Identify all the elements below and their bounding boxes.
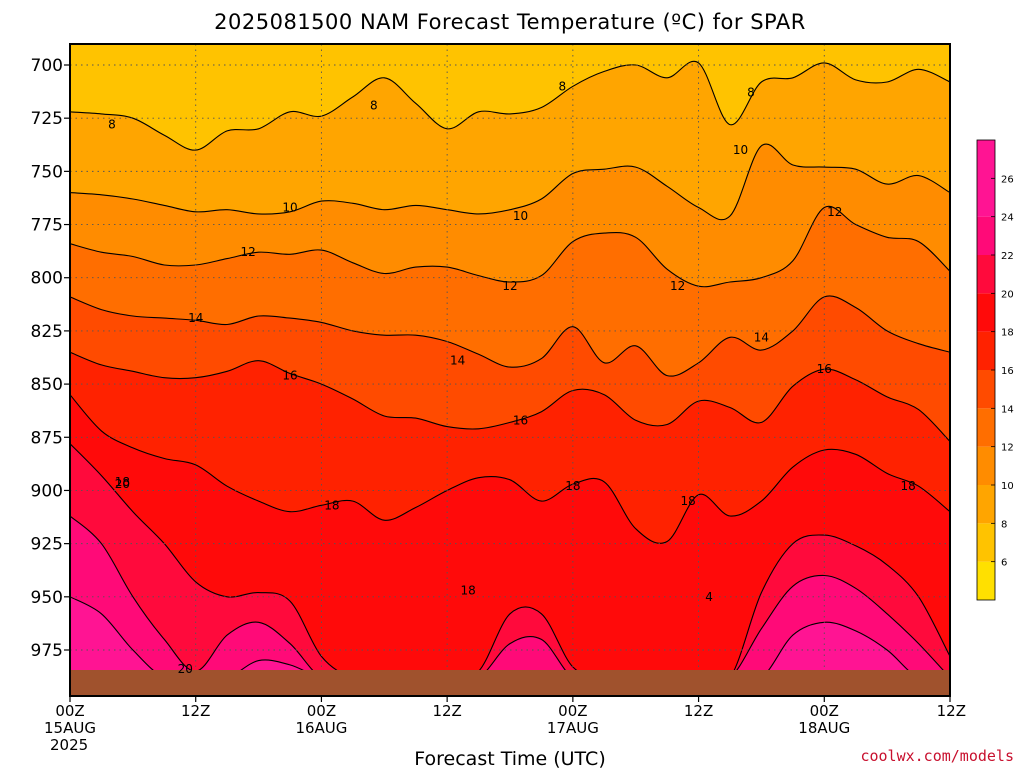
- y-tick-label: 750: [31, 162, 63, 182]
- contour-label: 12: [240, 245, 255, 259]
- contour-label: 14: [188, 311, 203, 325]
- x-tick-label: 00Z: [810, 702, 839, 720]
- contour-label: 4: [705, 590, 713, 604]
- x-tick-label: 15AUG: [44, 719, 96, 737]
- contour-label: 20: [115, 477, 130, 491]
- chart-title: 2025081500 NAM Forecast Temperature (ºC)…: [214, 10, 806, 34]
- isotherm-14: [70, 295, 950, 377]
- colorbar-swatch: [977, 446, 995, 485]
- contour-label: 12: [670, 279, 685, 293]
- colorbar-tick-label: 16: [1001, 366, 1014, 377]
- y-tick-label: 775: [31, 216, 63, 236]
- contour-label: 18: [324, 498, 339, 512]
- contour-label: 14: [754, 330, 769, 344]
- y-tick-label: 850: [31, 375, 63, 395]
- y-tick-label: 725: [31, 109, 63, 129]
- isotherm-18: [70, 394, 950, 544]
- colorbar-swatch: [977, 408, 995, 447]
- plot-frame: [69, 43, 951, 697]
- y-tick-label: 700: [31, 56, 63, 76]
- x-tick-label: 12Z: [432, 702, 461, 720]
- colorbar-swatch: [977, 255, 995, 294]
- y-tick-label: 900: [31, 481, 63, 501]
- colorbar-tick-label: 26: [1001, 174, 1014, 185]
- contour-label: 8: [559, 79, 567, 93]
- contour-label: 18: [565, 479, 580, 493]
- colorbar-tick-label: 20: [1001, 289, 1014, 300]
- x-tick-label: 2025: [50, 736, 88, 754]
- x-tick-label: 00Z: [558, 702, 587, 720]
- pressure-axis: 700 725 750 775 800 825 850 875 900 925 950 975: [31, 56, 70, 661]
- colorbar-swatch: [977, 485, 995, 524]
- isotherm-22: [70, 515, 950, 682]
- x-axis-label: Forecast Time (UTC): [414, 748, 605, 768]
- colorbar-swatch: [977, 561, 995, 600]
- y-tick-label: 975: [31, 641, 63, 661]
- colorbar-swatch: [977, 216, 995, 255]
- isotherm-12: [70, 205, 950, 288]
- colorbar-swatch: [977, 523, 995, 562]
- x-tick-label: 18AUG: [798, 719, 850, 737]
- contour-label: 14: [450, 354, 465, 368]
- colorbar: 6 8 10 12 14 16 18 20 22 24 26: [976, 139, 1014, 601]
- x-tick-label: 16AUG: [295, 719, 347, 737]
- contour-label: 10: [733, 143, 748, 157]
- colorbar-tick-label: 12: [1001, 443, 1014, 454]
- colorbar-swatch: [977, 140, 995, 217]
- band-above-20: [70, 443, 950, 696]
- contour-label: 16: [282, 369, 297, 383]
- contour-label: 16: [513, 413, 528, 427]
- isotherm-8: [70, 60, 950, 151]
- contour-label: 16: [817, 362, 832, 376]
- ground-surface: [70, 670, 950, 696]
- x-tick-label: 12Z: [181, 702, 210, 720]
- contour-label: 18: [460, 583, 475, 597]
- isotherm-16: [70, 351, 950, 442]
- x-tick-label: 00Z: [55, 702, 84, 720]
- colorbar-swatch: [977, 331, 995, 370]
- contour-label: 8: [108, 118, 116, 132]
- x-tick-label: 12Z: [937, 702, 966, 720]
- contour-label: 20: [178, 662, 193, 676]
- contour-label: 10: [513, 209, 528, 223]
- colorbar-tick-label: 8: [1001, 519, 1007, 530]
- colorbar-swatch: [977, 293, 995, 332]
- colorbar-swatch: [977, 370, 995, 409]
- contour-label: 18: [115, 475, 130, 489]
- contour-label: 18: [680, 494, 695, 508]
- x-tick-label: 17AUG: [547, 719, 599, 737]
- x-tick-label: 12Z: [684, 702, 713, 720]
- y-tick-label: 875: [31, 428, 63, 448]
- colorbar-tick-label: 18: [1001, 328, 1014, 339]
- contour-label: 8: [747, 86, 755, 100]
- y-tick-label: 825: [31, 322, 63, 342]
- band-above-22: [70, 516, 950, 696]
- contour-label: 18: [900, 479, 915, 493]
- y-tick-label: 800: [31, 269, 63, 289]
- colorbar-tick-label: 6: [1001, 558, 1007, 569]
- grid-lines: [70, 44, 950, 696]
- x-tick-label: 00Z: [307, 702, 336, 720]
- contour-label: 8: [370, 98, 378, 112]
- colorbar-tick-label: 24: [1001, 213, 1014, 224]
- colorbar-tick-label: 14: [1001, 404, 1014, 415]
- isotherm-10: [70, 143, 950, 221]
- y-tick-label: 950: [31, 588, 63, 608]
- credit-text[interactable]: coolwx.com/models: [860, 747, 1014, 765]
- contour-label: 12: [827, 205, 842, 219]
- contour-label: 12: [502, 279, 517, 293]
- colorbar-tick-label: 10: [1001, 481, 1014, 492]
- colorbar-tick-label: 22: [1001, 251, 1014, 262]
- y-tick-label: 925: [31, 535, 63, 555]
- isotherm-20: [70, 443, 950, 685]
- contour-label: 10: [282, 201, 297, 215]
